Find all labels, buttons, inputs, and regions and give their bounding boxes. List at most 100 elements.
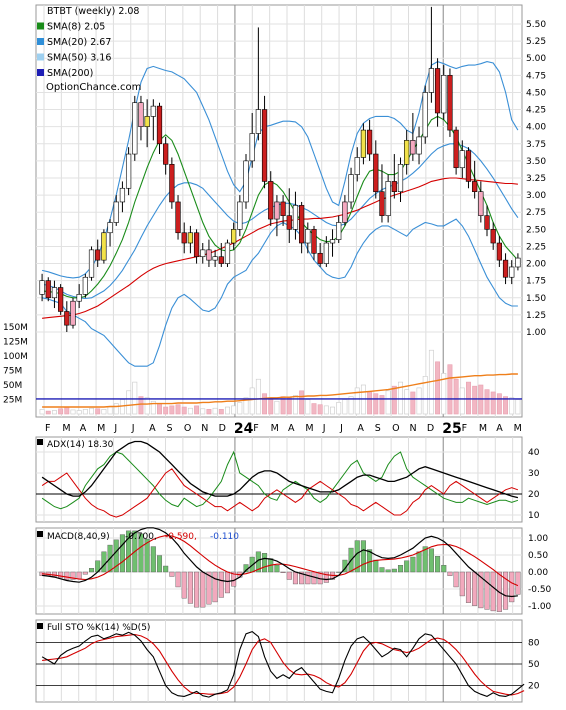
- macd-histogram-bar: [422, 546, 428, 573]
- date-tick-label: M: [514, 423, 522, 434]
- candle-body: [187, 232, 194, 244]
- volume-bar: [317, 404, 323, 415]
- date-tick-label: D: [427, 423, 434, 434]
- volume-bar: [82, 409, 88, 415]
- volume-tick-label: 25M: [3, 396, 22, 406]
- macd-histogram-value: -0.110: [210, 532, 239, 542]
- price-tick-label: 1.25: [526, 311, 546, 321]
- legend-swatch: [37, 22, 44, 30]
- volume-bar: [157, 403, 162, 415]
- macd-histogram-bar: [76, 571, 82, 579]
- candle-body: [292, 205, 299, 230]
- volume-bar: [249, 387, 255, 415]
- volume-bar: [89, 407, 94, 415]
- candle-body: [255, 109, 261, 134]
- candle-body: [447, 75, 453, 131]
- volume-bar: [311, 403, 317, 415]
- volume-bar: [51, 410, 57, 415]
- volume-bar: [490, 391, 496, 415]
- macd-histogram-bar: [82, 571, 88, 575]
- candle-body: [465, 150, 472, 182]
- candle-body: [101, 232, 107, 261]
- volume-bar: [385, 390, 391, 415]
- candle-body: [366, 129, 373, 155]
- date-tick-label: M: [271, 423, 279, 434]
- volume-bar: [163, 406, 169, 415]
- macd-histogram-bar: [385, 569, 391, 573]
- stochastic-k-line: [41, 630, 525, 698]
- macd-signal-line: [42, 535, 519, 587]
- macd-histogram-bar: [515, 571, 521, 595]
- macd-tick-label: 0.50: [528, 551, 548, 561]
- volume-bar: [435, 361, 441, 415]
- macd-signal-value: -0.590,: [165, 532, 197, 542]
- candle-body: [459, 150, 465, 169]
- plus-di-line: [41, 450, 519, 510]
- date-tick-label: O: [184, 423, 191, 434]
- macd-histogram-bar: [459, 571, 465, 597]
- candle-body: [95, 249, 101, 261]
- macd-lines: [42, 527, 519, 598]
- macd-histogram-bar: [70, 571, 76, 580]
- volume-bar: [342, 399, 348, 415]
- volume-bar: [274, 400, 280, 415]
- stochastic-label: Full STO %K(14) %D(5): [47, 623, 150, 633]
- volume-bar: [64, 406, 70, 415]
- price-tick-label: 2.75: [526, 208, 546, 218]
- price-tick-label: 1.00: [526, 328, 546, 338]
- macd-histogram-bar: [280, 571, 286, 573]
- date-tick-label: S: [375, 423, 381, 434]
- candle-body: [224, 242, 231, 264]
- stochastic-tick-label: 20: [528, 682, 540, 692]
- volume-bar: [175, 404, 181, 415]
- volume-bars: [36, 349, 522, 415]
- volume-bar: [243, 397, 249, 415]
- volume-bar: [144, 397, 150, 415]
- candle-body: [385, 181, 391, 216]
- macd-histogram-bar: [163, 565, 169, 573]
- adx-tick-label: 20: [528, 490, 540, 500]
- volume-tick-label: 100M: [3, 352, 28, 362]
- stochastic-axis: 80 50 20: [528, 638, 540, 691]
- volume-bar: [132, 381, 138, 415]
- macd-panel: 1.00 0.50 0.00 -0.50 -1.00 MACD(8,40,9) -0.7…: [35, 527, 552, 615]
- candle-body: [416, 136, 422, 155]
- date-tick-label: M: [97, 423, 105, 434]
- price-panel: 5.50 5.25 5.00 4.75 4.50 4.25 4.00 3.75 3.50 3.25…: [3, 4, 546, 418]
- price-tick-label: 5.00: [526, 54, 546, 64]
- volume-bar: [299, 390, 305, 415]
- volume-bar: [268, 399, 274, 415]
- candle-body: [329, 239, 336, 244]
- date-tick-label: J: [113, 423, 117, 434]
- candle-body: [478, 191, 484, 216]
- volume-bar: [484, 389, 490, 415]
- price-axis: 5.50 5.25 5.00 4.75 4.50 4.25 4.00 3.75 3.50 3.25…: [526, 20, 546, 338]
- date-tick-label: J: [131, 423, 135, 434]
- date-tick-label: 25: [442, 421, 461, 437]
- date-tick-label: A: [357, 423, 364, 434]
- macd-histogram-bar: [138, 533, 144, 573]
- macd-histogram-bar: [397, 565, 404, 573]
- candle-body: [323, 242, 329, 264]
- volume-bar: [367, 391, 373, 415]
- candle-body: [138, 102, 144, 127]
- price-tick-label: 4.50: [526, 88, 546, 98]
- candle-body: [280, 201, 286, 216]
- macd-histogram-bar: [292, 571, 298, 585]
- macd-histogram-bar: [323, 571, 329, 583]
- volume-bar: [218, 409, 224, 415]
- candle-body: [472, 181, 478, 192]
- candle-body: [237, 201, 243, 230]
- date-tick-label: A: [288, 423, 295, 434]
- date-tick-label: J: [322, 423, 326, 434]
- candle-body: [125, 153, 132, 189]
- candle-body: [305, 229, 311, 244]
- adx-tick-label: 30: [528, 469, 540, 479]
- date-tick-label: O: [392, 423, 399, 434]
- volume-bar: [354, 387, 360, 415]
- price-tick-label: 3.25: [526, 174, 546, 184]
- stochastic-d-line: [42, 633, 525, 696]
- price-tick-label: 5.50: [526, 20, 546, 30]
- date-tick-label: F: [45, 423, 50, 434]
